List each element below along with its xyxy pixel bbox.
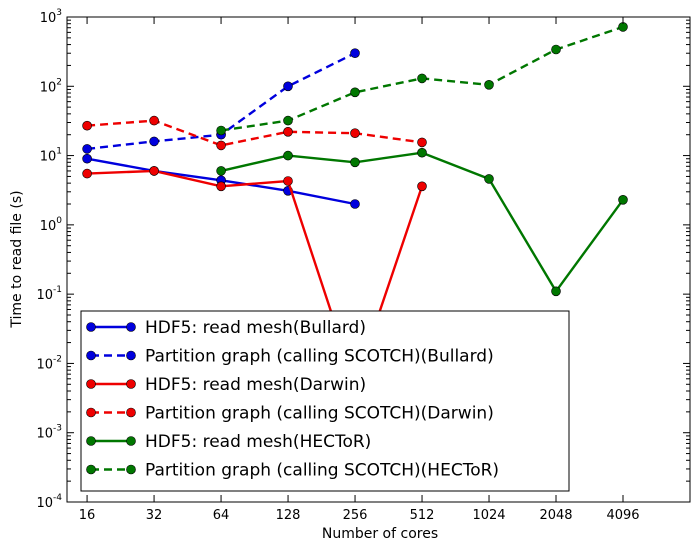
data-point	[82, 144, 92, 154]
legend-marker	[126, 322, 136, 332]
data-point	[350, 157, 360, 168]
legend-marker	[86, 436, 96, 446]
data-point	[216, 140, 226, 151]
legend-entry: HDF5: read mesh(HECToR)	[86, 432, 371, 452]
data-point	[417, 147, 427, 158]
legend-label: HDF5: read mesh(Bullard)	[145, 318, 366, 338]
y-tick-label: 100	[40, 216, 63, 234]
y-tick-label: 10-4	[36, 493, 62, 511]
plot-frame	[66, 16, 691, 503]
data-point	[551, 44, 561, 55]
legend-marker	[126, 407, 136, 418]
legend-marker	[126, 464, 136, 475]
y-axis-label: Time to read file (s)	[9, 190, 25, 328]
x-tick-label: 4096	[606, 508, 639, 523]
data-point	[350, 128, 360, 138]
legend-marker	[126, 436, 136, 446]
legend-marker	[126, 350, 136, 361]
x-tick-label: 512	[410, 508, 435, 523]
x-tick-label: 16	[79, 508, 96, 523]
series-line	[87, 119, 423, 147]
series-layer	[82, 22, 628, 390]
data-point	[283, 127, 293, 137]
legend-label: Partition graph (calling SCOTCH)(HECToR)	[145, 461, 499, 481]
data-point	[82, 153, 92, 164]
legend-entry: HDF5: read mesh(Bullard)	[86, 318, 366, 338]
data-point	[417, 73, 427, 84]
legend-marker	[86, 379, 96, 389]
data-point	[149, 136, 159, 147]
data-point	[216, 181, 226, 192]
y-tick-label: 101	[40, 147, 62, 165]
legend-label: HDF5: read mesh(HECToR)	[145, 432, 371, 452]
x-tick-label: 2048	[539, 508, 572, 523]
x-tick-label: 1024	[472, 508, 505, 523]
legend-label: Partition graph (calling SCOTCH)(Darwin)	[145, 404, 494, 424]
data-point	[149, 166, 159, 176]
legend-marker	[86, 350, 96, 361]
data-point	[417, 181, 427, 192]
data-point	[350, 48, 360, 59]
legend-marker	[86, 464, 96, 475]
y-tick-label: 10-2	[36, 354, 62, 372]
x-tick-label: 256	[343, 508, 368, 523]
series-4	[82, 115, 427, 151]
legend-label: HDF5: read mesh(Darwin)	[145, 375, 366, 395]
data-point	[350, 87, 360, 98]
legend-entry: Partition graph (calling SCOTCH)(Darwin)	[86, 404, 494, 424]
data-point	[283, 150, 293, 161]
ticks-layer: 16 32 64 128 256 512 1024 2048 4096 10-4 10-3 10-2 1…	[36, 8, 690, 523]
data-point	[551, 286, 561, 297]
series-5	[216, 147, 628, 297]
series-6	[216, 22, 628, 136]
x-tick-label: 64	[213, 508, 230, 523]
data-point	[618, 195, 628, 205]
x-tick-label: 128	[276, 508, 301, 523]
y-tick-label: 10-3	[36, 424, 62, 442]
legend-entry: Partition graph (calling SCOTCH)(Bullard…	[86, 347, 494, 367]
legend-entry: Partition graph (calling SCOTCH)(HECToR)	[86, 461, 499, 481]
y-tick-label: 10-1	[36, 285, 62, 303]
data-point	[283, 115, 293, 126]
data-point	[216, 125, 226, 136]
data-point	[484, 80, 494, 90]
legend: HDF5: read mesh(Bullard) Partition graph …	[80, 310, 570, 492]
legend-box	[80, 310, 570, 492]
data-point	[82, 120, 92, 131]
data-point	[417, 137, 427, 148]
data-point	[283, 176, 293, 186]
legend-marker	[86, 407, 96, 418]
legend-marker	[86, 322, 96, 332]
data-point	[149, 115, 159, 126]
data-point	[216, 166, 226, 176]
y-tick-label: 102	[40, 77, 62, 95]
x-tick-label: 32	[146, 508, 163, 523]
data-point	[82, 168, 92, 179]
data-point	[283, 81, 293, 92]
y-tick-label: 103	[40, 8, 62, 26]
data-point	[350, 199, 360, 209]
legend-entry: HDF5: read mesh(Darwin)	[86, 375, 366, 395]
legend-label: Partition graph (calling SCOTCH)(Bullard…	[145, 347, 494, 367]
x-axis-label: Number of cores	[322, 526, 438, 542]
data-point	[484, 174, 494, 184]
legend-marker	[126, 379, 136, 389]
